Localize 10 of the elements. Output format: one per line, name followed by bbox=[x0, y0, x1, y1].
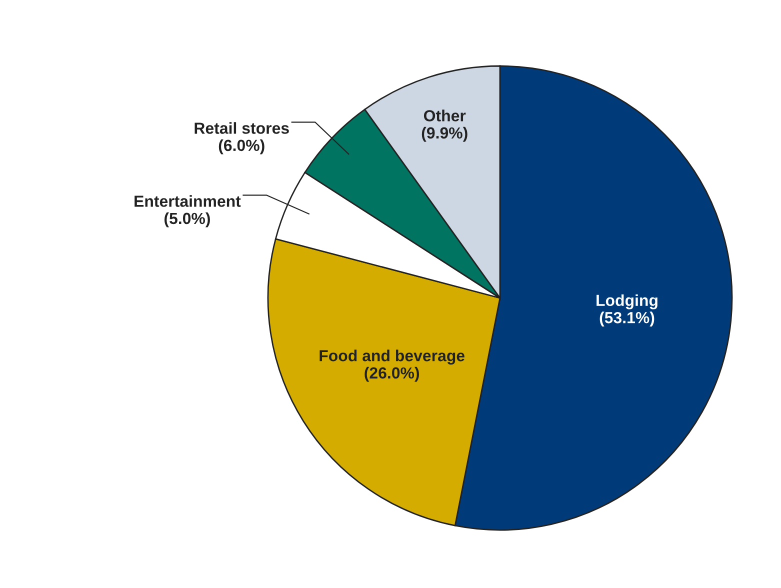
data-label: (5.0%) bbox=[164, 212, 210, 228]
data-label: (9.9%) bbox=[422, 126, 468, 142]
data-label: (6.0%) bbox=[218, 139, 264, 154]
data-label: (53.1%) bbox=[600, 312, 654, 326]
slice-label: Other bbox=[424, 110, 466, 122]
slice-label: Entertainment bbox=[134, 195, 241, 207]
data-label: (26.0%) bbox=[364, 366, 420, 382]
slice-label: Food and beverage bbox=[320, 350, 465, 365]
slice-label: Lodging bbox=[596, 294, 658, 310]
slice-label: Retail stores bbox=[194, 122, 289, 134]
